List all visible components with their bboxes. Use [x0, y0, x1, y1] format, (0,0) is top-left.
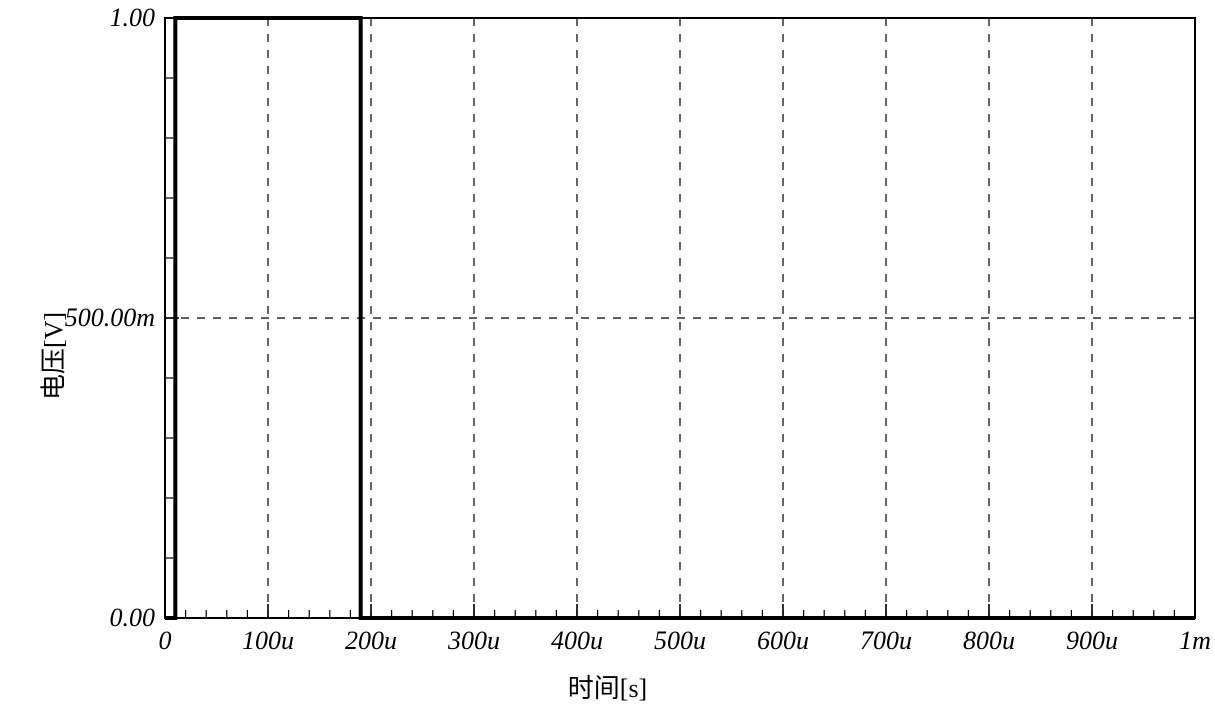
x-tick-label: 600u — [757, 626, 809, 656]
x-tick-label: 1m — [1179, 626, 1211, 656]
chart-container: { "chart": { "type": "line-step", "backg… — [0, 0, 1215, 711]
x-tick-label: 300u — [448, 626, 500, 656]
x-tick-label: 200u — [345, 626, 397, 656]
x-tick-label: 900u — [1066, 626, 1118, 656]
x-tick-label: 100u — [242, 626, 294, 656]
x-tick-label: 0 — [159, 626, 172, 656]
x-tick-label: 800u — [963, 626, 1015, 656]
y-tick-label: 0.00 — [110, 603, 156, 633]
voltage-time-chart — [0, 0, 1215, 711]
y-tick-label: 500.00m — [65, 303, 155, 333]
x-tick-label: 500u — [654, 626, 706, 656]
x-axis-label: 时间[s] — [568, 668, 647, 705]
x-tick-label: 700u — [860, 626, 912, 656]
x-tick-label: 400u — [551, 626, 603, 656]
y-tick-label: 1.00 — [110, 3, 156, 33]
